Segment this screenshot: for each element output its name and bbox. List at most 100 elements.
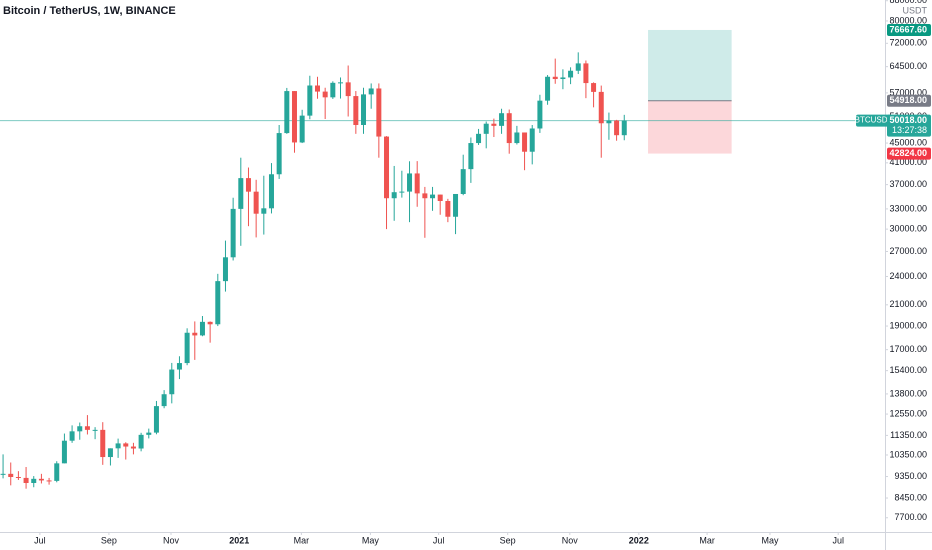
candle-body <box>468 143 474 170</box>
currency-label: USDT <box>903 5 928 15</box>
candle-body <box>123 443 129 447</box>
candle-body <box>253 191 259 214</box>
candle-body <box>614 120 620 136</box>
candle-body <box>169 369 175 395</box>
y-tick-label: 41000.00 <box>889 157 927 167</box>
candle-body <box>361 94 367 125</box>
candle-body <box>353 96 359 125</box>
axes: 88000.00 80000.00 72000.00 64500.00 57000.00… <box>34 0 927 545</box>
x-tick-label: 2021 <box>229 535 249 545</box>
candle-body <box>38 478 44 481</box>
candle-body <box>84 426 90 430</box>
symbol-tag <box>856 114 891 127</box>
candle-body <box>153 406 159 433</box>
candle-body <box>384 136 390 199</box>
entry-label: 54918.00 <box>889 95 927 105</box>
candle-body <box>46 480 52 482</box>
candle-body <box>598 91 604 124</box>
candle-body <box>222 257 228 282</box>
last-price-tag <box>887 114 931 137</box>
candle-body <box>192 332 198 336</box>
candle-body <box>107 448 113 458</box>
candles <box>0 52 627 489</box>
x-tick-label: May <box>761 535 779 545</box>
candle-body <box>15 476 21 478</box>
candle-body <box>245 178 251 192</box>
y-tick-label: 21000.00 <box>889 299 927 309</box>
candle-body <box>69 431 75 441</box>
y-tick-label: 88000.00 <box>889 0 927 5</box>
candle-body <box>276 133 282 175</box>
countdown-label: 13:27:38 <box>892 125 927 135</box>
candle-body <box>506 113 512 144</box>
y-tick-label: 19000.00 <box>889 320 927 330</box>
y-tick-label: 30000.00 <box>889 223 927 233</box>
entry-tag <box>887 94 931 107</box>
candle-body <box>391 192 397 199</box>
candle-body <box>552 76 558 80</box>
candle-body <box>399 191 405 193</box>
profit-zone <box>648 29 732 101</box>
candle-body <box>491 123 497 126</box>
candle-body <box>161 394 167 407</box>
x-tick-label: Mar <box>699 535 715 545</box>
candle-body <box>176 363 182 370</box>
y-tick-label: 8450.00 <box>894 492 927 502</box>
candle-body <box>522 132 528 152</box>
candle-body <box>23 477 29 483</box>
x-tick-label: Nov <box>163 535 180 545</box>
candle-body <box>414 173 420 194</box>
candle-body <box>54 463 60 481</box>
candle-body <box>476 133 482 144</box>
target-tag <box>887 23 931 36</box>
y-tick-label: 57000.00 <box>889 87 927 97</box>
candle-body <box>238 178 244 209</box>
candle-body <box>545 76 551 101</box>
candle-body <box>199 321 205 336</box>
candle-body <box>215 281 221 325</box>
y-tick-label: 10350.00 <box>889 449 927 459</box>
y-tick-label: 11350.00 <box>890 430 927 440</box>
candle-body <box>307 85 313 116</box>
y-tick-label: 13800.00 <box>889 388 927 398</box>
candle-body <box>261 208 267 214</box>
candle-body <box>499 113 505 126</box>
y-tick-label: 33000.00 <box>889 203 927 213</box>
position-zones <box>0 29 885 154</box>
stop-label: 42824.00 <box>889 148 927 158</box>
symbol-label: BTCUSDT <box>855 116 893 125</box>
y-tick-label: 64500.00 <box>889 61 927 71</box>
x-tick-label: Nov <box>562 535 579 545</box>
candle-body <box>407 173 413 192</box>
candle-body <box>529 128 535 152</box>
candle-body <box>483 123 489 134</box>
y-tick-label: 12550.00 <box>889 408 927 418</box>
candle-body <box>437 194 443 201</box>
candle-body <box>368 88 374 95</box>
y-tick-label: 27000.00 <box>889 246 927 256</box>
candle-body <box>345 82 351 97</box>
x-tick-label: Mar <box>294 535 310 545</box>
candle-body <box>322 91 328 98</box>
candle-body <box>61 440 67 464</box>
candle-body <box>268 174 274 209</box>
candle-body <box>314 85 320 92</box>
candle-body <box>138 434 144 449</box>
candle-body <box>92 429 98 431</box>
candle-body <box>31 478 37 483</box>
candle-body <box>77 426 83 432</box>
candle-body <box>0 473 6 475</box>
candle-body <box>430 194 436 199</box>
candle-body <box>146 432 152 435</box>
candle-body <box>8 473 14 477</box>
x-tick-label: May <box>362 535 380 545</box>
y-tick-label: 37000.00 <box>889 179 927 189</box>
candle-body <box>453 193 459 217</box>
candle-body <box>575 63 581 71</box>
y-tick-label: 17000.00 <box>889 344 927 354</box>
candle-body <box>291 91 297 143</box>
last-price-label: 50018.00 <box>889 115 927 125</box>
candle-body <box>376 88 382 137</box>
candle-body <box>207 321 213 325</box>
